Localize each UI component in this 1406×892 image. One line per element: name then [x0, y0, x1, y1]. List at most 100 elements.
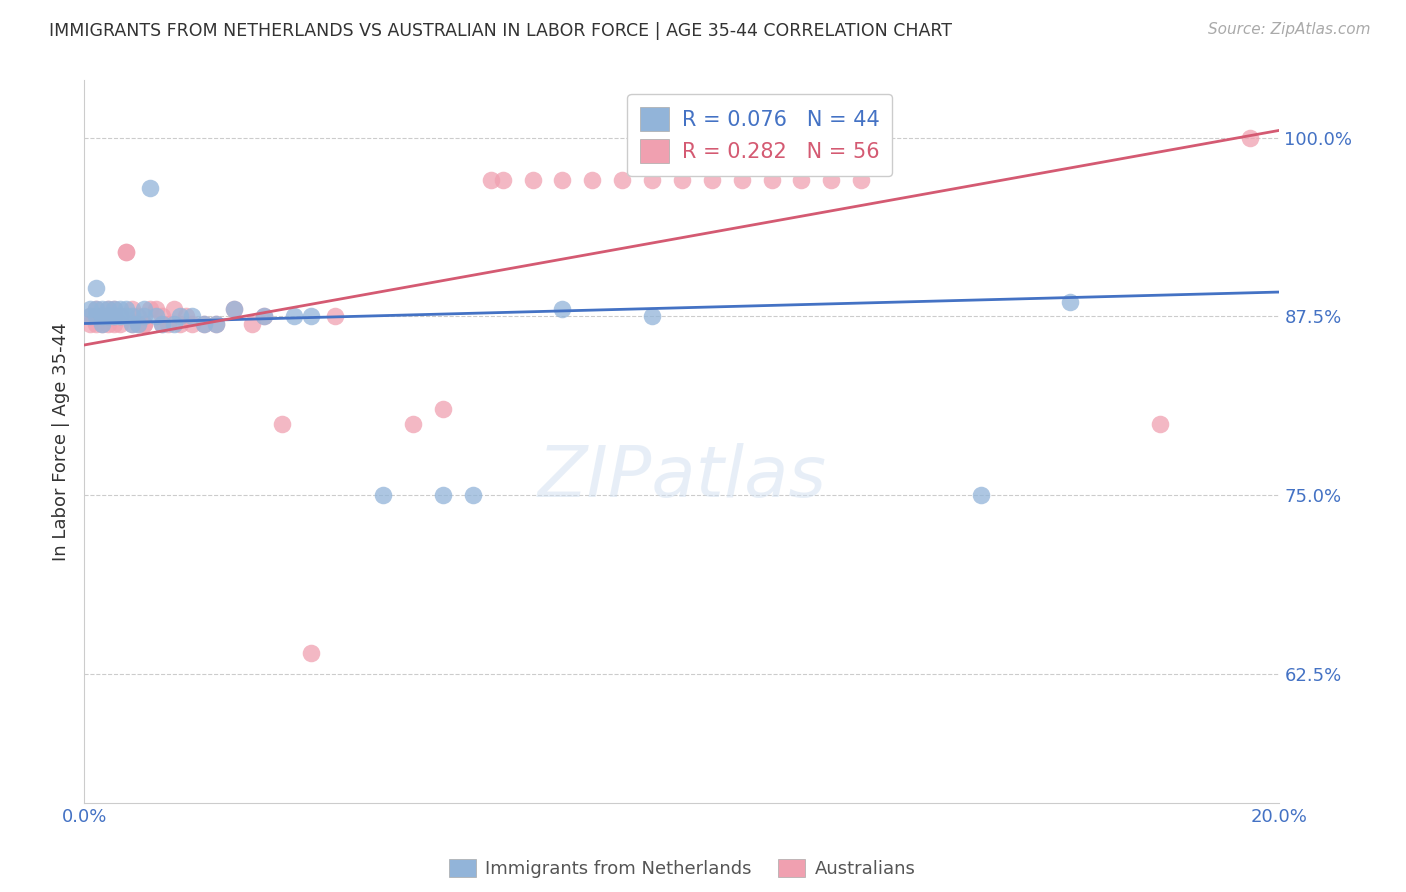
- Point: [139, 180, 162, 194]
- Text: Source: ZipAtlas.com: Source: ZipAtlas.com: [1208, 22, 1371, 37]
- Point: [150, 317, 173, 331]
- Point: [139, 302, 162, 317]
- Point: [851, 173, 873, 187]
- Point: [132, 302, 156, 317]
- Point: [103, 302, 125, 317]
- Point: [1149, 417, 1171, 431]
- Point: [761, 173, 783, 187]
- Y-axis label: In Labor Force | Age 35-44: In Labor Force | Age 35-44: [52, 322, 70, 561]
- Point: [115, 302, 138, 317]
- Point: [86, 317, 108, 331]
- Point: [163, 317, 186, 331]
- Point: [253, 310, 276, 324]
- Point: [79, 310, 101, 324]
- Point: [301, 310, 323, 324]
- Point: [145, 302, 167, 317]
- Point: [181, 310, 204, 324]
- Point: [1239, 130, 1261, 145]
- Point: [103, 302, 125, 317]
- Point: [132, 317, 156, 331]
- Point: [641, 173, 664, 187]
- Point: [641, 310, 664, 324]
- Point: [522, 173, 544, 187]
- Point: [169, 310, 191, 324]
- Text: ZIPatlas: ZIPatlas: [537, 443, 827, 512]
- Point: [86, 302, 108, 317]
- Point: [121, 310, 143, 324]
- Point: [110, 310, 132, 324]
- Point: [193, 317, 215, 331]
- Point: [91, 317, 114, 331]
- Point: [91, 310, 114, 324]
- Point: [612, 173, 634, 187]
- Point: [970, 488, 993, 502]
- Point: [432, 402, 454, 417]
- Point: [79, 310, 101, 324]
- Point: [301, 646, 323, 660]
- Point: [110, 302, 132, 317]
- Point: [86, 281, 108, 295]
- Point: [181, 317, 204, 331]
- Point: [174, 310, 197, 324]
- Point: [402, 417, 425, 431]
- Point: [283, 310, 305, 324]
- Point: [157, 317, 180, 331]
- Point: [731, 173, 754, 187]
- Point: [110, 310, 132, 324]
- Point: [97, 310, 120, 324]
- Point: [373, 488, 395, 502]
- Point: [110, 317, 132, 331]
- Point: [86, 310, 108, 324]
- Point: [121, 317, 143, 331]
- Point: [91, 317, 114, 331]
- Point: [205, 317, 228, 331]
- Point: [97, 317, 120, 331]
- Point: [461, 488, 484, 502]
- Point: [103, 310, 125, 324]
- Point: [127, 317, 149, 331]
- Point: [115, 244, 138, 259]
- Point: [115, 244, 138, 259]
- Point: [581, 173, 603, 187]
- Point: [121, 302, 143, 317]
- Text: IMMIGRANTS FROM NETHERLANDS VS AUSTRALIAN IN LABOR FORCE | AGE 35-44 CORRELATION: IMMIGRANTS FROM NETHERLANDS VS AUSTRALIA…: [49, 22, 952, 40]
- Point: [91, 302, 114, 317]
- Point: [91, 310, 114, 324]
- Point: [671, 173, 693, 187]
- Point: [103, 310, 125, 324]
- Point: [103, 310, 125, 324]
- Point: [110, 310, 132, 324]
- Point: [97, 302, 120, 317]
- Point: [127, 310, 149, 324]
- Point: [253, 310, 276, 324]
- Point: [127, 317, 149, 331]
- Legend: Immigrants from Netherlands, Australians: Immigrants from Netherlands, Australians: [441, 852, 922, 886]
- Point: [222, 302, 245, 317]
- Point: [91, 310, 114, 324]
- Point: [551, 302, 574, 317]
- Point: [551, 173, 574, 187]
- Point: [150, 317, 173, 331]
- Point: [1059, 295, 1081, 310]
- Point: [150, 310, 173, 324]
- Point: [86, 302, 108, 317]
- Point: [325, 310, 347, 324]
- Point: [97, 302, 120, 317]
- Point: [432, 488, 454, 502]
- Point: [163, 302, 186, 317]
- Point: [222, 302, 245, 317]
- Point: [103, 317, 125, 331]
- Point: [700, 173, 723, 187]
- Point: [479, 173, 502, 187]
- Point: [205, 317, 228, 331]
- Point: [270, 417, 292, 431]
- Point: [79, 317, 101, 331]
- Point: [79, 302, 101, 317]
- Point: [121, 317, 143, 331]
- Point: [193, 317, 215, 331]
- Point: [169, 317, 191, 331]
- Point: [132, 310, 156, 324]
- Point: [790, 173, 813, 187]
- Point: [97, 310, 120, 324]
- Point: [132, 317, 156, 331]
